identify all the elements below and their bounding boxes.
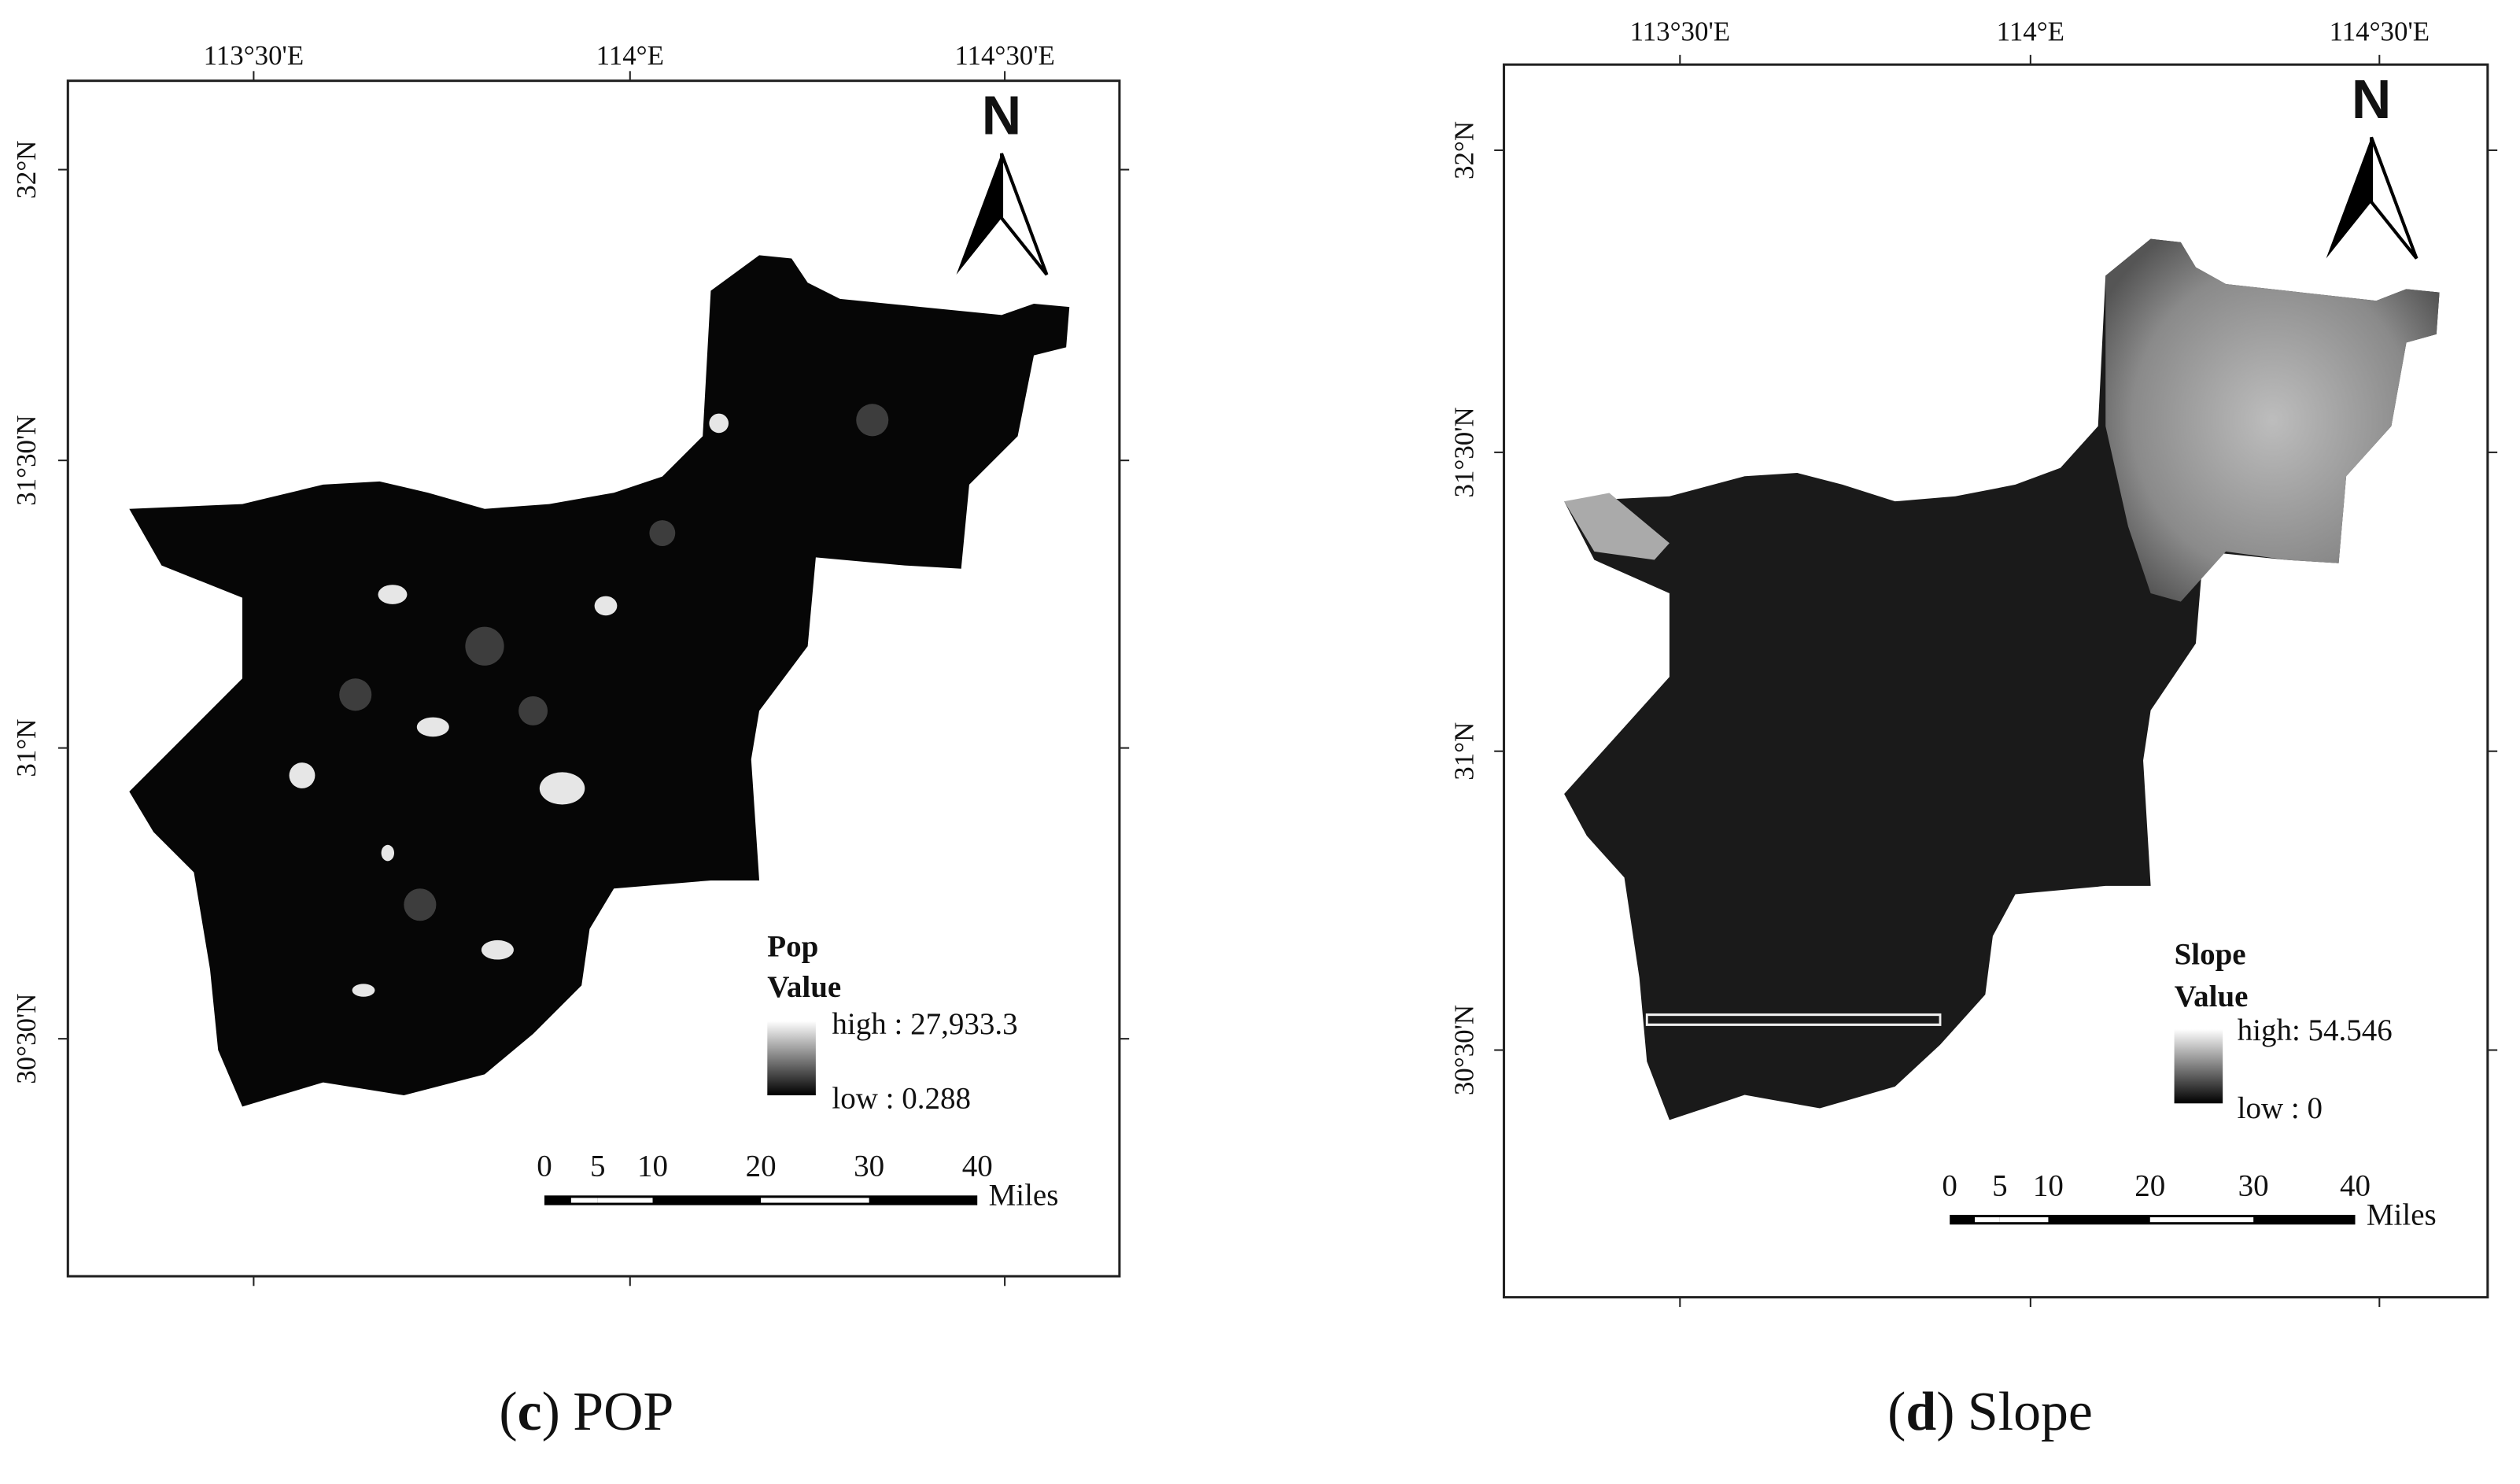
scale-bar-segment bbox=[761, 1198, 869, 1203]
longitude-label: 114°E bbox=[1997, 16, 2064, 46]
latitude-label: 31°N bbox=[1449, 722, 1480, 781]
legend-gradient bbox=[767, 1021, 816, 1096]
map-panel: 113°30'E 114°E 114°30'E 32°N 31°30'N 31°N 30°3… bbox=[11, 40, 1130, 1442]
latitude-label: 31°30'N bbox=[11, 415, 42, 506]
scale-bar-segment bbox=[570, 1198, 598, 1203]
legend-high: high: 54.546 bbox=[2238, 1013, 2393, 1047]
caption-part: ( bbox=[1887, 1382, 1906, 1442]
legend-gradient bbox=[2174, 1028, 2223, 1104]
scale-label: 5 bbox=[1992, 1168, 2008, 1202]
longitude-label: 114°E bbox=[596, 40, 664, 71]
scale-label: 0 bbox=[537, 1150, 552, 1183]
north-label: N bbox=[2352, 68, 2391, 130]
scale-bar-segment bbox=[597, 1198, 653, 1203]
scale-unit: Miles bbox=[2367, 1198, 2437, 1231]
map-c bbox=[129, 255, 1070, 1107]
north-label: N bbox=[982, 84, 1021, 146]
scale-bar-segment bbox=[2149, 1217, 2254, 1223]
caption-part: POP bbox=[573, 1382, 673, 1442]
scale-label: 5 bbox=[590, 1150, 606, 1183]
caption-part: ) bbox=[542, 1382, 560, 1442]
scale-bar-segment bbox=[1975, 1217, 2000, 1223]
caption-part: c bbox=[518, 1382, 542, 1442]
map-frame bbox=[1502, 63, 2489, 1299]
map-frame bbox=[66, 79, 1121, 1278]
latitude-label: 31°N bbox=[11, 719, 42, 777]
caption-part: d bbox=[1906, 1382, 1936, 1442]
scale-label: 10 bbox=[2033, 1168, 2064, 1202]
legend-field: Value bbox=[767, 970, 841, 1004]
legend-field: Value bbox=[2175, 980, 2249, 1013]
scale-label: 0 bbox=[1942, 1168, 1957, 1202]
longitude-label: 113°30'E bbox=[204, 40, 304, 71]
caption: (c) POP bbox=[499, 1382, 673, 1442]
longitude-label: 113°30'E bbox=[1630, 16, 1730, 46]
scale-label: 30 bbox=[2238, 1168, 2269, 1202]
north-arrow bbox=[2369, 136, 2419, 260]
caption-part: ) bbox=[1936, 1382, 1954, 1442]
latitude-label: 32°N bbox=[1449, 121, 1480, 179]
scale-label: 10 bbox=[637, 1150, 668, 1183]
caption-part: Slope bbox=[1968, 1382, 2093, 1442]
scale-bar-segment bbox=[1999, 1217, 2049, 1223]
latitude-label: 32°N bbox=[11, 141, 42, 199]
longitude-label: 114°30'E bbox=[2330, 16, 2430, 46]
scale-label: 20 bbox=[746, 1150, 777, 1183]
legend-title: Pop bbox=[767, 929, 818, 963]
longitude-label: 114°30'E bbox=[954, 40, 1054, 71]
caption-part: ( bbox=[499, 1382, 517, 1442]
latitude-label: 30°30'N bbox=[11, 994, 42, 1084]
scale-label: 20 bbox=[2134, 1168, 2165, 1202]
north-arrow bbox=[999, 153, 1049, 276]
scale-label: 30 bbox=[854, 1150, 884, 1183]
north-arrow bbox=[956, 153, 1002, 275]
legend-title: Slope bbox=[2175, 938, 2246, 972]
latitude-label: 31°30'N bbox=[1449, 407, 1480, 497]
map-d bbox=[1564, 238, 2440, 1120]
legend-low: low : 0.288 bbox=[832, 1081, 971, 1115]
scale-unit: Miles bbox=[989, 1179, 1059, 1213]
map-panel: 113°30'E 114°E 114°30'E 32°N 31°30'N 31°N 30°3… bbox=[1449, 16, 2498, 1442]
scale-label: 40 bbox=[2340, 1168, 2371, 1202]
caption: (d) Slope bbox=[1887, 1382, 2093, 1442]
latitude-label: 30°30'N bbox=[1449, 1005, 1480, 1095]
legend-high: high : 27,933.3 bbox=[832, 1007, 1017, 1041]
scale-label: 40 bbox=[962, 1150, 993, 1183]
legend-low: low : 0 bbox=[2238, 1091, 2323, 1125]
north-arrow bbox=[2326, 137, 2372, 259]
